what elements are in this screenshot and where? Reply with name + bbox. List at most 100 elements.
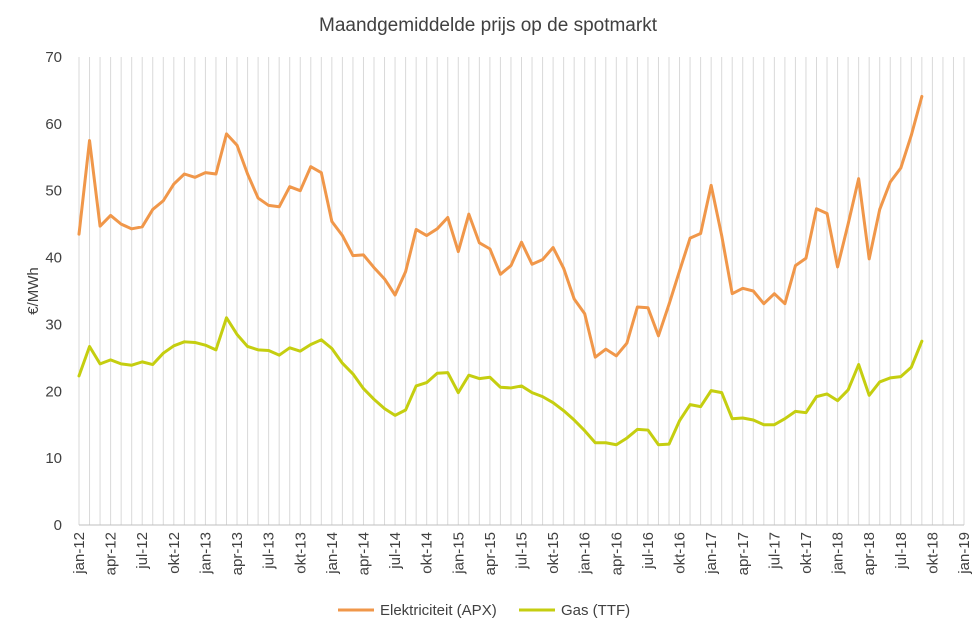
data-point-elektriciteit	[889, 180, 892, 184]
data-point-elektriciteit	[646, 306, 650, 309]
data-point-gas	[183, 340, 186, 344]
data-point-gas	[299, 349, 302, 353]
data-point-gas	[341, 362, 344, 365]
data-point-elektriciteit	[836, 265, 839, 269]
data-point-gas	[193, 341, 197, 344]
data-point-elektriciteit	[572, 297, 576, 301]
data-point-elektriciteit	[372, 266, 376, 269]
data-point-elektriciteit	[457, 250, 460, 253]
data-point-elektriciteit	[509, 264, 513, 267]
data-point-gas	[688, 403, 692, 406]
y-tick-label: 20	[45, 383, 62, 400]
data-point-gas	[309, 343, 312, 346]
data-point-gas	[889, 376, 892, 380]
x-tick-label: okt-17	[798, 532, 815, 574]
data-point-elektriciteit	[657, 334, 660, 337]
data-point-elektriciteit	[414, 228, 418, 231]
data-point-gas	[815, 395, 818, 398]
x-tick-label: jul-17	[766, 532, 783, 570]
x-tick-label: okt-16	[672, 532, 689, 574]
data-point-gas	[130, 364, 133, 367]
y-tick-label: 0	[54, 517, 62, 534]
data-point-elektriciteit	[910, 134, 913, 137]
data-point-gas	[457, 391, 460, 394]
data-point-gas	[636, 428, 639, 431]
data-point-gas	[541, 395, 544, 398]
x-tick-label: apr-13	[229, 532, 246, 575]
x-tick-label: jan-14	[324, 532, 341, 575]
data-point-elektriciteit	[404, 270, 407, 273]
x-tick-label: jul-13	[261, 532, 278, 570]
data-point-gas	[225, 316, 228, 319]
data-point-elektriciteit	[520, 240, 523, 244]
gridlines	[78, 57, 965, 525]
data-point-elektriciteit	[467, 212, 471, 216]
data-point-elektriciteit	[857, 177, 860, 180]
data-point-gas	[256, 348, 260, 352]
data-point-elektriciteit	[783, 302, 787, 305]
data-point-gas	[151, 363, 154, 366]
x-tick-label: okt-15	[545, 532, 562, 574]
data-point-gas	[288, 346, 291, 350]
data-point-gas	[867, 394, 871, 397]
x-tick-label: jan-17	[703, 532, 720, 575]
data-point-elektriciteit	[625, 341, 629, 345]
data-point-elektriciteit	[699, 232, 702, 235]
legend-label-gas: Gas (TTF)	[561, 602, 630, 619]
y-tick-label: 10	[45, 450, 62, 467]
y-tick-label: 50	[45, 183, 62, 200]
data-point-gas	[320, 338, 323, 342]
data-point-elektriciteit	[804, 257, 808, 260]
data-point-gas	[836, 399, 839, 402]
data-point-gas	[846, 388, 850, 392]
data-point-gas	[731, 417, 734, 420]
data-point-elektriciteit	[162, 199, 165, 202]
data-point-gas	[235, 333, 239, 336]
data-point-elektriciteit	[98, 224, 102, 228]
data-point-elektriciteit	[878, 208, 881, 211]
data-point-gas	[214, 348, 218, 352]
data-point-elektriciteit	[256, 196, 260, 200]
x-tick-label: jan-18	[830, 532, 847, 575]
x-tick-label: apr-12	[103, 532, 120, 575]
data-point-gas	[625, 436, 629, 440]
x-tick-label: jul-16	[640, 532, 657, 570]
x-tick-label: jul-18	[893, 532, 910, 570]
data-point-gas	[773, 423, 776, 426]
data-point-gas	[604, 441, 607, 444]
x-tick-label: apr-16	[608, 532, 625, 575]
data-point-gas	[667, 442, 671, 446]
data-point-gas	[277, 353, 281, 357]
data-point-gas	[878, 380, 881, 384]
data-point-elektriciteit	[825, 212, 829, 215]
data-point-gas	[499, 386, 502, 389]
data-point-gas	[109, 358, 112, 362]
data-point-elektriciteit	[688, 236, 692, 240]
x-tick-label: apr-17	[735, 532, 752, 575]
data-point-elektriciteit	[341, 234, 344, 237]
data-point-gas	[141, 360, 144, 364]
x-tick-label: okt-13	[292, 532, 309, 574]
x-tick-label: jan-12	[71, 532, 88, 575]
data-point-gas	[436, 372, 439, 375]
data-point-gas	[509, 386, 513, 390]
data-point-elektriciteit	[720, 234, 723, 237]
data-point-gas	[899, 375, 902, 378]
data-point-elektriciteit	[446, 216, 449, 219]
chart-title: Maandgemiddelde prijs op de spotmarkt	[319, 15, 658, 36]
data-point-gas	[562, 409, 565, 412]
data-point-elektriciteit	[899, 166, 902, 170]
axes: 0 10 20 30 40 50 60 70 jan-12 apr-12 jul-12 okt-12 j…	[45, 49, 973, 575]
data-point-elektriciteit	[920, 95, 924, 98]
data-point-gas	[594, 441, 597, 444]
data-point-elektriciteit	[615, 354, 618, 358]
data-point-gas	[551, 401, 555, 404]
y-axis-label: €/MWh	[25, 267, 42, 315]
data-point-elektriciteit	[119, 222, 123, 226]
data-point-elektriciteit	[562, 267, 565, 270]
data-point-gas	[425, 381, 428, 384]
data-point-elektriciteit	[151, 208, 154, 211]
data-point-elektriciteit	[667, 303, 671, 306]
data-point-elektriciteit	[183, 172, 186, 176]
data-point-elektriciteit	[362, 253, 365, 257]
